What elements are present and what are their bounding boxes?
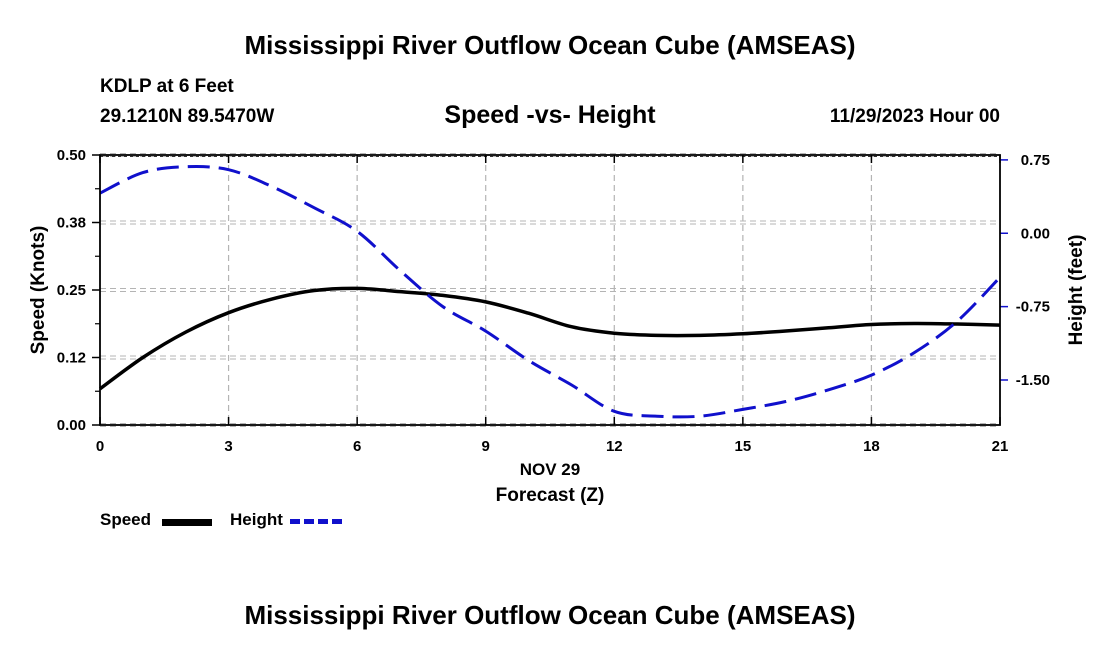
x-tick-label: 3: [224, 438, 232, 455]
right-y-tick-label: 0.00: [1021, 225, 1050, 242]
series-line-height: [99, 165, 1002, 419]
legend: Speed Height: [100, 508, 360, 534]
coordinates-label: 29.1210N 89.5470W: [100, 106, 275, 127]
legend-swatch-height: [290, 519, 342, 524]
x-tick-label: 12: [606, 438, 623, 455]
axes: [92, 154, 1008, 426]
right-y-tick-label: -0.75: [1016, 299, 1050, 316]
series-line-speed: [98, 286, 1001, 391]
footer-title: Mississippi River Outflow Ocean Cube (AM…: [244, 600, 856, 630]
right-y-tick-label: -1.50: [1016, 372, 1050, 389]
legend-swatch-speed: [162, 519, 212, 526]
x-axis-date-label: NOV 29: [520, 460, 580, 479]
x-tick-label: 21: [992, 438, 1009, 455]
grid-lines: [100, 153, 1000, 427]
x-tick-label: 18: [863, 438, 880, 455]
x-tick-label: 9: [482, 438, 490, 455]
station-label: KDLP at 6 Feet: [100, 76, 234, 97]
right-y-axis-title: Height (feet): [1066, 235, 1087, 346]
axis-labels: 0 3 6 9 12 15 18 21 0.00 0.12 0.25 0.38 0.50 0.75 0.00…: [28, 147, 1087, 506]
left-y-tick-label: 0.38: [57, 215, 86, 232]
plot-frame: [99, 154, 1001, 426]
chart-subtitle: Speed -vs- Height: [444, 101, 656, 129]
left-y-tick-label: 0.50: [57, 147, 86, 164]
left-y-axis-title: Speed (Knots): [28, 226, 49, 355]
x-tick-label: 6: [353, 438, 361, 455]
x-axis-title: Forecast (Z): [496, 485, 605, 506]
left-y-tick-label: 0.00: [57, 417, 86, 434]
left-y-tick-label: 0.25: [57, 282, 86, 299]
right-y-tick-label: 0.75: [1021, 152, 1050, 169]
legend-label-speed: Speed: [100, 510, 152, 529]
x-tick-label: 0: [96, 438, 104, 455]
legend-label-height: Height: [230, 510, 283, 529]
series-lines: [98, 165, 1002, 419]
datetime-label: 11/29/2023 Hour 00: [829, 106, 1000, 127]
left-y-tick-label: 0.12: [57, 350, 86, 367]
chart-title: Mississippi River Outflow Ocean Cube (AM…: [244, 30, 856, 60]
x-tick-label: 15: [735, 438, 752, 455]
